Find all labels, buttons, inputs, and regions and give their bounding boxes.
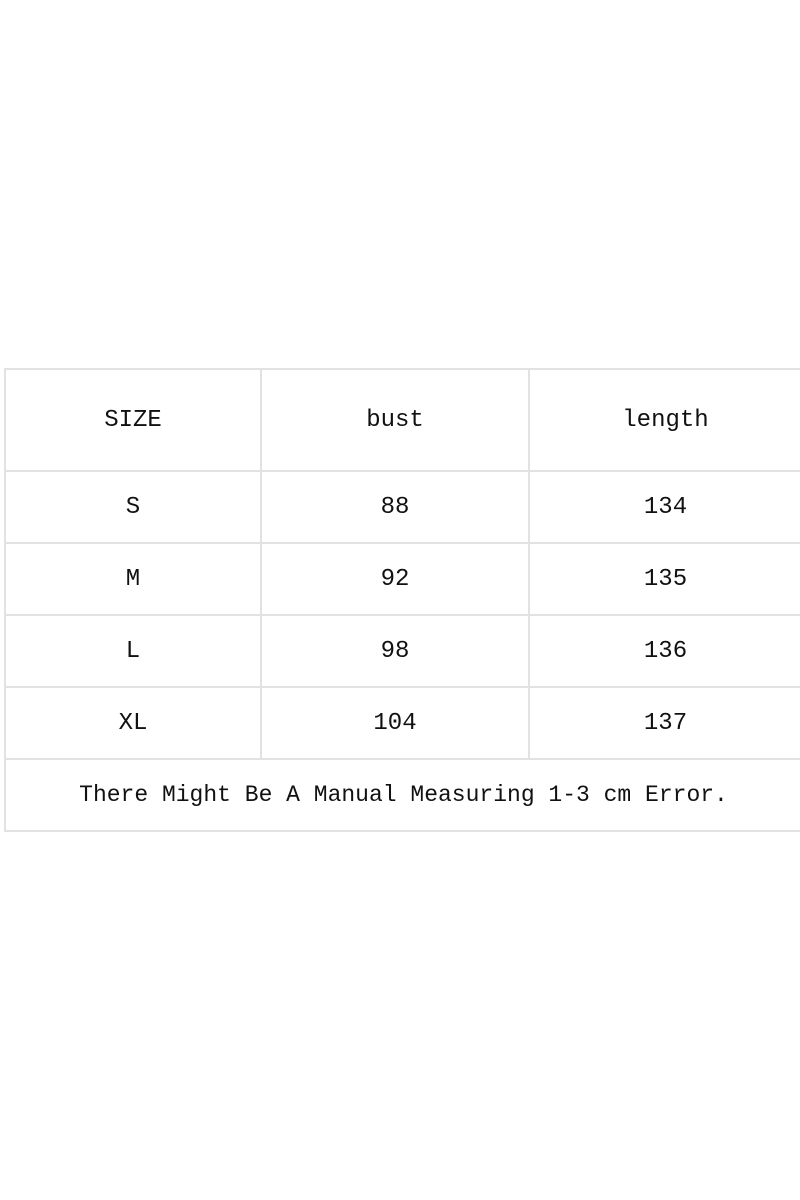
header-row: SIZE bust length (4, 368, 800, 472)
size-cell: L (4, 614, 262, 688)
table-row: L 98 136 (4, 614, 800, 688)
header-bust: bust (260, 368, 530, 472)
table-row: M 92 135 (4, 542, 800, 616)
bust-cell: 92 (260, 542, 530, 616)
size-cell: XL (4, 686, 262, 760)
length-cell: 136 (528, 614, 800, 688)
table-row: XL 104 137 (4, 686, 800, 760)
length-cell: 134 (528, 470, 800, 544)
size-cell: S (4, 470, 262, 544)
bust-cell: 98 (260, 614, 530, 688)
note-row: There Might Be A Manual Measuring 1-3 cm… (4, 758, 800, 832)
table-row: S 88 134 (4, 470, 800, 544)
length-cell: 137 (528, 686, 800, 760)
size-cell: M (4, 542, 262, 616)
bust-cell: 88 (260, 470, 530, 544)
size-chart-table: SIZE bust length S 88 134 M 92 135 L 98 136 XL 104… (4, 368, 800, 832)
length-cell: 135 (528, 542, 800, 616)
bust-cell: 104 (260, 686, 530, 760)
header-size: SIZE (4, 368, 262, 472)
header-length: length (528, 368, 800, 472)
measurement-note: There Might Be A Manual Measuring 1-3 cm… (4, 758, 800, 832)
